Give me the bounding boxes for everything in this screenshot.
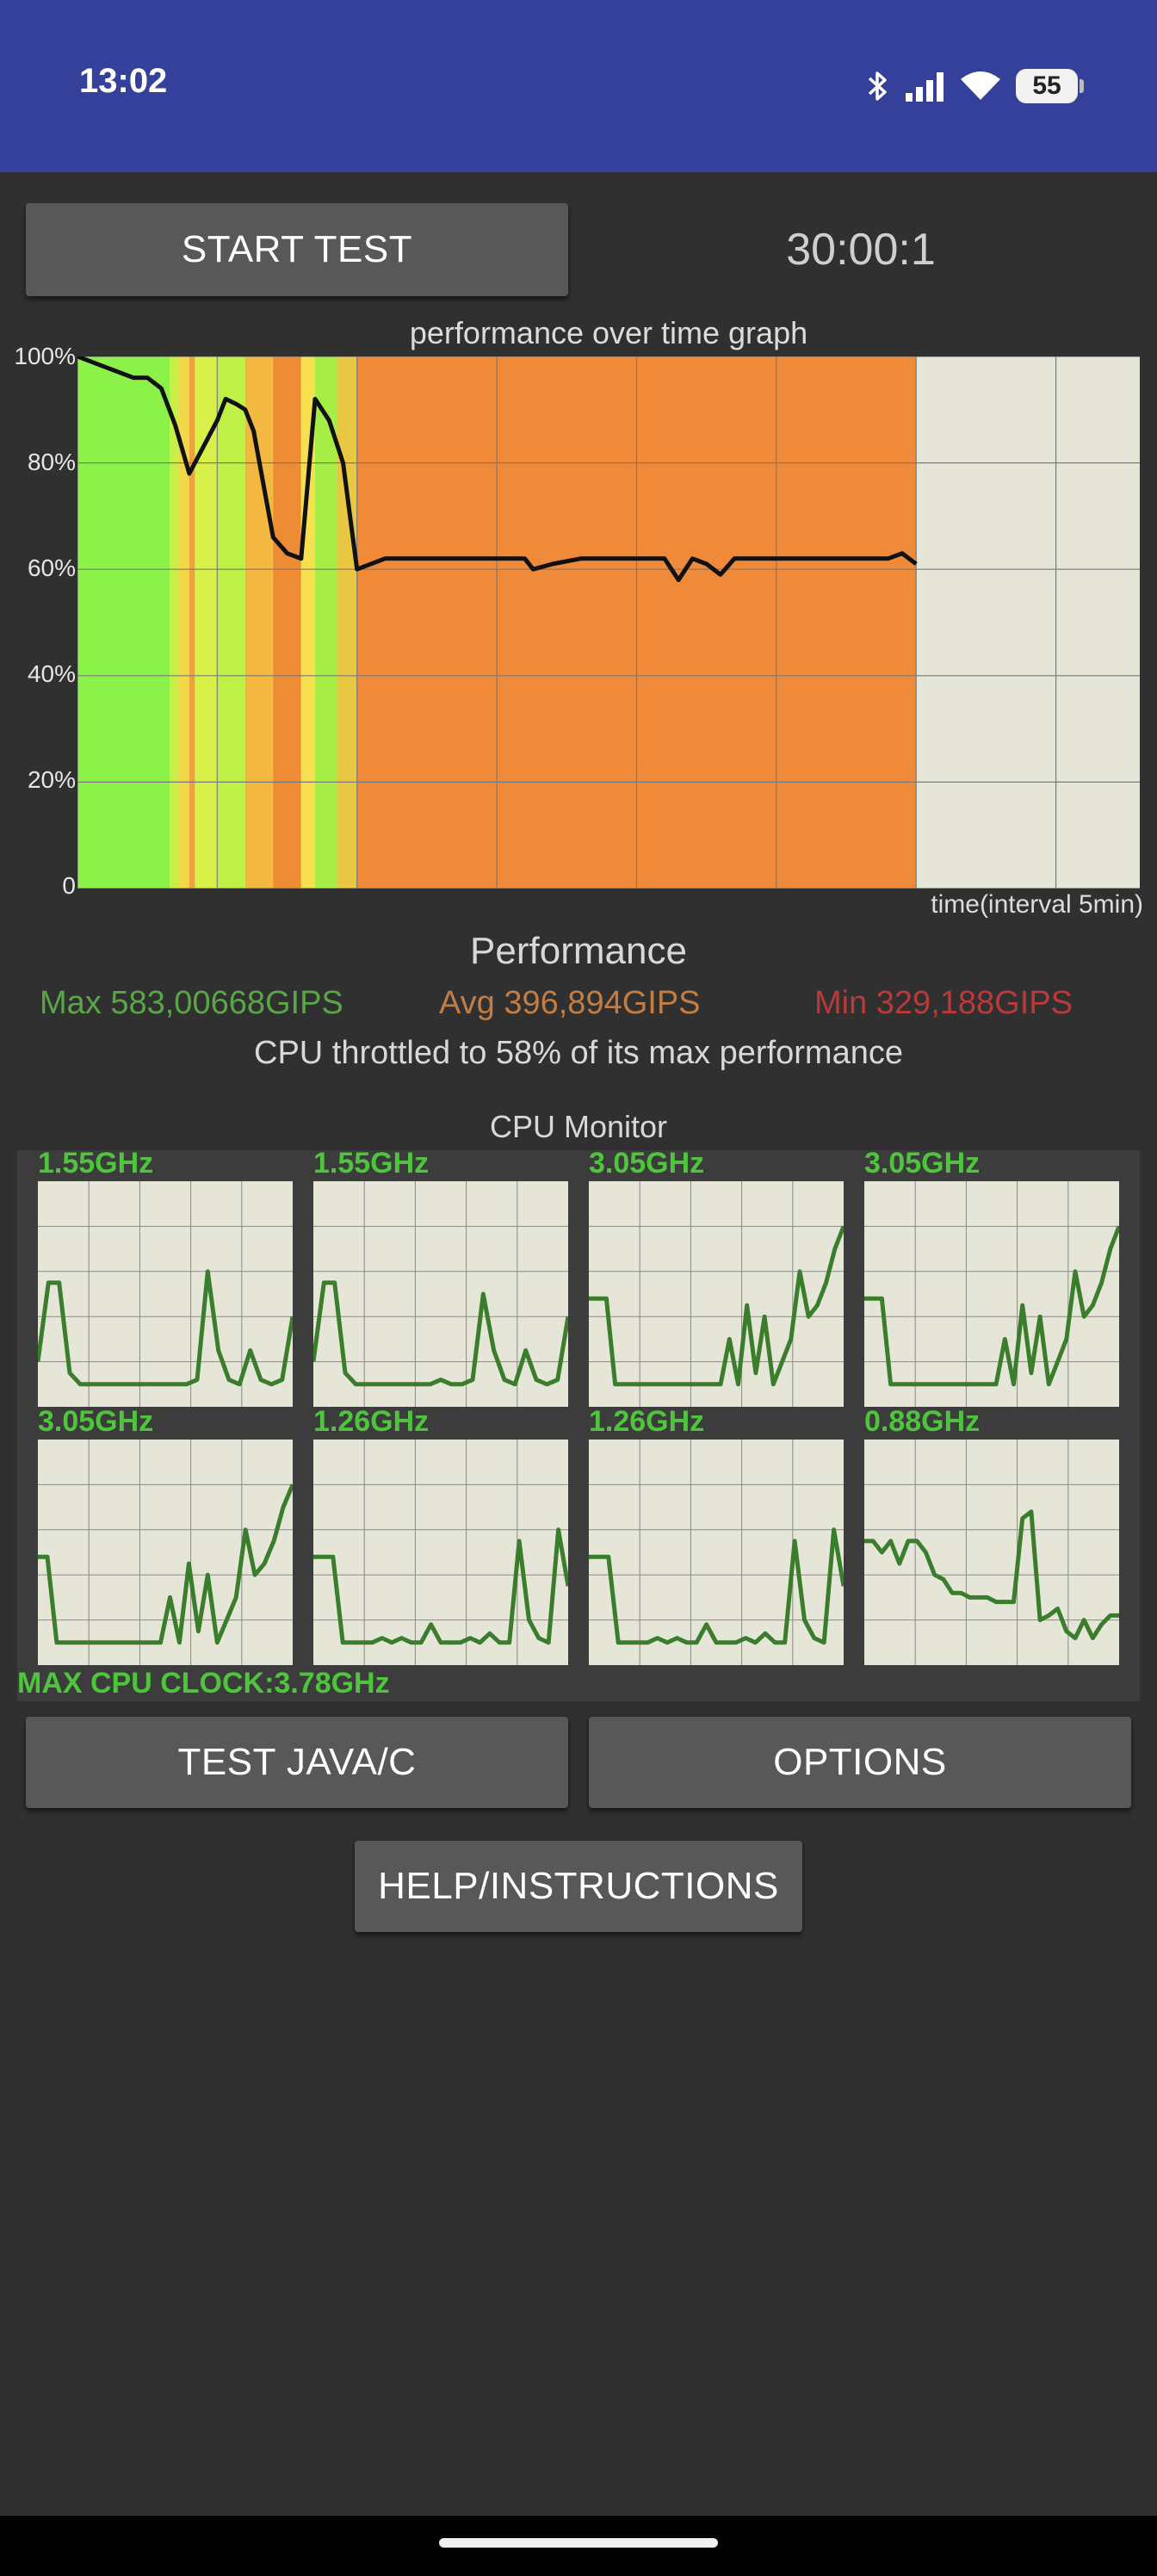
- heatmap-band: [273, 356, 301, 889]
- wifi-icon: [961, 71, 1000, 100]
- heatmap-band: [217, 356, 245, 889]
- signal-icon: [906, 72, 944, 102]
- test-java-c-button[interactable]: TEST JAVA/C: [26, 1717, 568, 1808]
- core-load-graph: [864, 1181, 1119, 1407]
- y-tick-label: 0: [62, 872, 76, 899]
- core-graph-background: [589, 1440, 844, 1665]
- heatmap-band: [189, 356, 195, 889]
- status-icons: 55: [866, 60, 1084, 112]
- battery-indicator: 55: [1016, 69, 1084, 103]
- cpu-core-5: 1.26GHz: [313, 1405, 568, 1665]
- core-load-line: [589, 1225, 844, 1387]
- heatmap-band: [315, 356, 338, 889]
- cpu-core-0: 1.55GHz: [38, 1147, 293, 1407]
- core-frequency: 1.55GHz: [313, 1147, 430, 1180]
- core-graph-background: [313, 1440, 568, 1665]
- cpu-monitor-title: CPU Monitor: [489, 1109, 668, 1144]
- core-load-line: [38, 1483, 293, 1645]
- core-graph-background: [864, 1181, 1119, 1407]
- cpu-core-3: 3.05GHz: [864, 1147, 1119, 1407]
- heatmap-band: [177, 356, 189, 889]
- core-graph-background: [38, 1440, 293, 1665]
- y-tick-label: 60%: [27, 554, 76, 581]
- bluetooth-icon: [868, 71, 887, 101]
- core-frequency: 1.26GHz: [313, 1405, 430, 1438]
- core-graph-background: [589, 1181, 844, 1407]
- min-performance: Min 329,188GIPS: [814, 985, 1073, 1021]
- heatmap-band: [77, 356, 170, 889]
- heatmap-band: [195, 356, 218, 889]
- y-tick-label: 40%: [27, 660, 76, 687]
- core-frequency: 3.05GHz: [589, 1147, 705, 1180]
- core-load-graph: [313, 1181, 568, 1407]
- core-load-graph: [38, 1181, 293, 1407]
- performance-graph: [77, 356, 1140, 889]
- core-load-line: [589, 1527, 844, 1645]
- start-test-button[interactable]: START TEST: [26, 203, 568, 296]
- core-load-graph: [589, 1440, 844, 1665]
- core-load-graph: [589, 1181, 844, 1407]
- core-load-line: [864, 1225, 1119, 1387]
- core-load-line: [38, 1269, 293, 1387]
- y-tick-label: 100%: [14, 343, 76, 369]
- heatmap-band: [244, 356, 274, 889]
- performance-heading: Performance: [470, 930, 687, 972]
- cpu-core-1: 1.55GHz: [313, 1147, 568, 1407]
- y-tick-label: 20%: [27, 766, 76, 793]
- max-cpu-clock: MAX CPU CLOCK:3.78GHz: [17, 1667, 390, 1700]
- avg-performance: Avg 396,894GIPS: [439, 985, 701, 1021]
- core-load-graph: [38, 1440, 293, 1665]
- core-frequency: 1.55GHz: [38, 1147, 154, 1180]
- test-timer: 30:00:1: [786, 225, 936, 275]
- core-graph-background: [864, 1440, 1119, 1665]
- options-button[interactable]: OPTIONS: [589, 1717, 1131, 1808]
- core-frequency: 0.88GHz: [864, 1405, 981, 1438]
- help-instructions-button[interactable]: HELP/INSTRUCTIONS: [355, 1841, 802, 1932]
- core-graph-background: [38, 1181, 293, 1407]
- x-axis-label: time(interval 5min): [931, 890, 1143, 919]
- heatmap-band: [170, 356, 178, 889]
- core-load-line: [864, 1509, 1119, 1641]
- core-load-line: [313, 1527, 568, 1645]
- home-gesture-handle[interactable]: [439, 2538, 718, 2548]
- core-frequency: 3.05GHz: [864, 1147, 981, 1180]
- core-frequency: 1.26GHz: [589, 1405, 705, 1438]
- status-bar: 13:02 55: [0, 0, 1157, 172]
- heatmap-band: [337, 356, 357, 889]
- cpu-core-4: 3.05GHz: [38, 1405, 293, 1665]
- cpu-core-7: 0.88GHz: [864, 1405, 1119, 1665]
- core-load-line: [313, 1280, 568, 1387]
- core-graph-background: [313, 1181, 568, 1407]
- throttle-summary: CPU throttled to 58% of its max performa…: [254, 1035, 903, 1071]
- core-load-graph: [864, 1440, 1119, 1665]
- y-tick-label: 80%: [27, 449, 76, 475]
- graph-title: performance over time graph: [409, 315, 808, 350]
- core-load-graph: [313, 1440, 568, 1665]
- core-frequency: 3.05GHz: [38, 1405, 154, 1438]
- heatmap-band: [300, 356, 316, 889]
- status-time: 13:02: [79, 62, 168, 100]
- max-performance: Max 583,00668GIPS: [40, 985, 343, 1021]
- cpu-core-6: 1.26GHz: [589, 1405, 844, 1665]
- cpu-core-2: 3.05GHz: [589, 1147, 844, 1407]
